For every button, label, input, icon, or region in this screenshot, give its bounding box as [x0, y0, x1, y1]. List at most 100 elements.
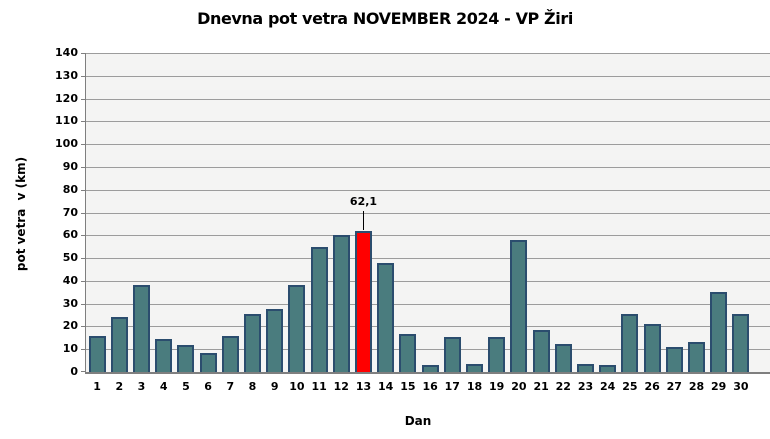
bar-day-8	[244, 313, 261, 372]
x-tick-label: 10	[289, 380, 305, 393]
x-tick-label: 20	[511, 380, 527, 393]
y-axis-tick	[81, 258, 85, 260]
gridline	[86, 98, 770, 100]
y-tick-label: 100	[55, 137, 78, 151]
x-tick-label: 13	[355, 380, 372, 393]
x-tick-label: 1	[93, 380, 101, 393]
bar-day-4	[155, 338, 173, 372]
bar-day-25	[621, 313, 639, 372]
gridline	[86, 326, 770, 328]
y-axis-tick	[81, 189, 85, 191]
y-axis-tick	[81, 235, 85, 237]
x-tick-label: 19	[489, 380, 505, 393]
gridline	[86, 144, 770, 146]
max-value-label: 62,1	[349, 194, 378, 208]
y-tick-label: 50	[62, 251, 78, 265]
gridline	[86, 121, 770, 123]
plot-area: 62,1	[81, 53, 770, 374]
y-axis-tick	[81, 75, 85, 77]
y-tick-label: 70	[62, 205, 78, 219]
bar-day-1	[88, 335, 106, 372]
chart-title: Dnevna pot vetra NOVEMBER 2024 - VP Žiri	[197, 9, 573, 28]
bar-day-6	[199, 352, 217, 372]
x-tick-label: 30	[733, 380, 749, 393]
x-tick-label: 16	[422, 380, 438, 393]
bar-day-7	[221, 335, 239, 372]
y-axis-tick	[81, 212, 85, 214]
y-tick-label: 20	[62, 319, 78, 333]
x-tick-label: 5	[182, 380, 190, 393]
annotation-leader-line	[363, 210, 364, 230]
bar-day-18	[466, 364, 483, 372]
x-tick-label: 23	[577, 380, 594, 393]
x-tick-label: 11	[311, 380, 327, 393]
bar-day-20	[510, 239, 528, 372]
x-tick-label: 17	[444, 380, 460, 393]
bar-day-9	[266, 309, 284, 372]
bar-day-2	[110, 317, 128, 372]
bar-day-5	[177, 344, 195, 372]
x-tick-label: 28	[688, 380, 705, 393]
y-tick-label: 110	[55, 114, 78, 128]
y-tick-label: 10	[62, 342, 78, 356]
x-tick-label: 24	[600, 380, 616, 393]
x-tick-label: 6	[204, 380, 212, 393]
bar-day-28	[688, 342, 705, 372]
x-tick-label: 4	[159, 380, 168, 393]
y-tick-label: 90	[62, 159, 78, 173]
gridline	[86, 235, 770, 237]
y-axis-tick	[81, 166, 85, 168]
y-axis-title: pot vetra v (km)	[14, 156, 28, 272]
gridline	[86, 212, 770, 214]
x-tick-label: 8	[248, 380, 257, 393]
bar-day-17	[443, 336, 461, 372]
x-tick-label: 14	[378, 380, 394, 393]
x-tick-label: 3	[137, 380, 146, 393]
bar-day-22	[554, 343, 572, 372]
bar-day-15	[399, 334, 417, 372]
bar-day-16	[421, 365, 439, 372]
bar-day-11	[310, 246, 328, 372]
y-axis-tick	[81, 121, 85, 123]
x-axis-title: Dan	[404, 414, 432, 428]
y-tick-label: 30	[62, 296, 78, 310]
x-tick-label: 29	[711, 380, 727, 393]
bar-day-14	[377, 262, 395, 372]
x-tick-label: 21	[533, 380, 549, 393]
x-tick-label: 9	[270, 380, 279, 393]
y-tick-label: 130	[55, 68, 78, 82]
x-tick-label: 12	[333, 380, 349, 393]
y-axis-tick	[81, 280, 85, 282]
x-tick-label: 7	[226, 380, 235, 393]
x-tick-label: 26	[644, 380, 660, 393]
bar-day-10	[288, 285, 306, 372]
y-axis-tick	[81, 53, 85, 54]
y-axis-tick	[81, 349, 85, 351]
bar-day-3	[133, 285, 150, 372]
y-axis-tick	[81, 144, 85, 146]
bar-day-29	[710, 292, 728, 372]
x-tick-label: 18	[466, 380, 483, 393]
x-tick-label: 25	[622, 380, 638, 393]
gridline	[86, 258, 770, 260]
gridline	[86, 280, 770, 282]
gridline	[86, 349, 770, 351]
x-tick-label: 27	[666, 380, 682, 393]
y-tick-label: 0	[70, 365, 78, 378]
x-tick-label: 22	[555, 380, 571, 393]
x-tick-label: 2	[115, 380, 124, 393]
x-tick-label: 15	[400, 380, 416, 393]
gridline	[86, 75, 770, 77]
gridline	[86, 53, 770, 54]
y-tick-label: 40	[62, 273, 78, 287]
bar-day-12	[332, 235, 350, 372]
bar-day-23	[577, 364, 594, 372]
gridline	[86, 303, 770, 305]
gridline	[86, 189, 770, 191]
bar-day-30	[732, 313, 750, 372]
y-axis-tick	[81, 303, 85, 305]
bar-day-21	[532, 329, 550, 372]
y-tick-label: 120	[55, 91, 78, 105]
y-axis-tick	[81, 98, 85, 100]
